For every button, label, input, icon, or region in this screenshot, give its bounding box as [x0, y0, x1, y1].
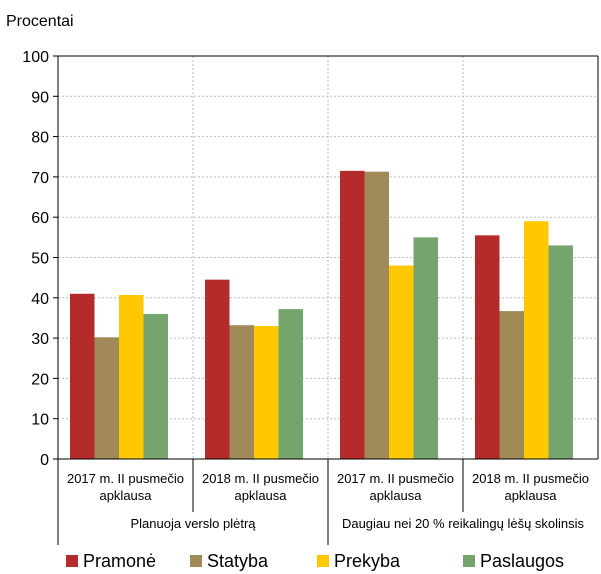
bar: [205, 279, 230, 459]
bar: [70, 293, 95, 459]
bar: [119, 294, 144, 459]
y-tick-labels: 0 10 20 30 40 50 60 70 80 90 100: [22, 49, 49, 469]
y-tick-label: 50: [31, 251, 49, 268]
y-tick-label: 10: [31, 412, 49, 429]
y-tick-label: 90: [31, 89, 49, 106]
x-category-label: 2017 m. II pusmečio: [337, 471, 454, 486]
bar: [143, 313, 168, 459]
bar: [548, 245, 573, 459]
legend-label: Pramonė: [83, 551, 156, 571]
legend-label: Paslaugos: [480, 551, 564, 571]
y-tick-label: 60: [31, 210, 49, 227]
y-tick-label: 100: [22, 49, 49, 66]
y-tick-label: 70: [31, 170, 49, 187]
bar: [499, 311, 524, 459]
bar: [229, 325, 254, 459]
legend-swatch: [66, 555, 78, 567]
y-tick-label: 0: [40, 452, 49, 469]
y-tick-label: 20: [31, 371, 49, 388]
x-group-labels: Planuoja verslo plėtrą Daugiau nei 20 % r…: [130, 516, 584, 531]
x-category-labels: 2017 m. II pusmečio apklausa 2018 m. II pu…: [67, 471, 589, 503]
y-tick-label: 30: [31, 331, 49, 348]
legend: Pramonė Statyba Prekyba Paslaugos: [66, 551, 564, 571]
x-group-label: Daugiau nei 20 % reikalingų lėšų skolins…: [342, 516, 585, 531]
bars: [70, 170, 573, 460]
x-category-label: 2018 m. II pusmečio: [472, 471, 589, 486]
x-category-label: 2017 m. II pusmečio: [67, 471, 184, 486]
legend-swatch: [190, 555, 202, 567]
legend-swatch: [463, 555, 475, 567]
bar: [364, 171, 389, 459]
x-category-label: apklausa: [369, 488, 422, 503]
bar: [389, 265, 414, 459]
y-tick-label: 80: [31, 130, 49, 147]
y-tick-label: 40: [31, 291, 49, 308]
bar: [475, 235, 500, 459]
x-category-label: apklausa: [504, 488, 557, 503]
bar: [278, 309, 303, 459]
bar: [413, 237, 438, 459]
legend-label: Prekyba: [334, 551, 401, 571]
legend-label: Statyba: [207, 551, 269, 571]
bar: [524, 221, 549, 459]
x-category-label: apklausa: [234, 488, 287, 503]
legend-swatch: [317, 555, 329, 567]
bar: [340, 170, 365, 460]
bar: [94, 337, 119, 459]
y-axis-title: Procentai: [6, 13, 74, 30]
x-category-label: apklausa: [99, 488, 152, 503]
x-category-label: 2018 m. II pusmečio: [202, 471, 319, 486]
bar: [254, 326, 279, 459]
x-group-label: Planuoja verslo plėtrą: [130, 516, 256, 531]
axes: [53, 55, 599, 545]
